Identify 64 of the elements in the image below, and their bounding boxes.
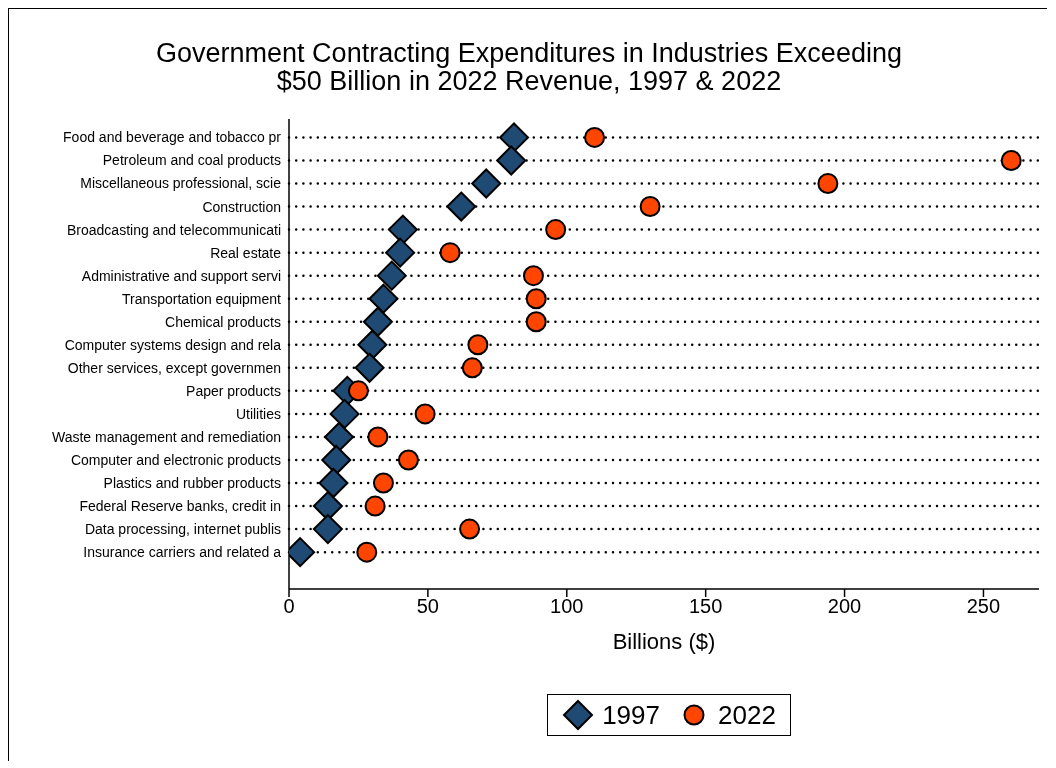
point: [362, 306, 393, 337]
point: [354, 352, 385, 383]
point: [357, 329, 388, 360]
point: [364, 495, 386, 517]
y-tick-label: Broadcasting and telecommunicati: [66, 221, 281, 238]
x-axis-title: Billions ($): [612, 629, 716, 654]
y-tick-label: Utilities: [235, 405, 281, 422]
point: [372, 472, 394, 494]
point: [368, 283, 399, 314]
y-tick-label: Computer and electronic products: [70, 451, 281, 468]
point: [324, 421, 354, 452]
y-tick-label: Computer systems design and rela: [64, 336, 282, 353]
legend-label: 1997: [602, 699, 660, 731]
y-tick-label: Administrative and support servi: [81, 267, 281, 284]
y-tick-label: Food and beverage and tobacco pr: [63, 129, 282, 146]
y-tick-label: Miscellaneous professional, scie: [80, 175, 282, 192]
point: [397, 449, 419, 471]
y-tick-label: Petroleum and coal products: [102, 152, 281, 169]
point: [329, 398, 360, 429]
y-tick-label: Plastics and rubber products: [103, 474, 281, 491]
point: [496, 145, 527, 176]
x-tick-label: 100: [550, 595, 584, 618]
point: [321, 444, 352, 475]
point: [1000, 149, 1022, 171]
x-tick-label: 0: [283, 595, 295, 618]
point: [817, 173, 839, 195]
y-tick-label: Real estate: [210, 244, 282, 261]
y-tick-label: Insurance carriers and related a: [83, 544, 282, 561]
point: [446, 191, 477, 222]
point: [467, 334, 489, 356]
point: [376, 260, 407, 291]
y-tick-label: Other services, except governmen: [67, 359, 281, 376]
point: [347, 380, 369, 402]
point: [584, 126, 606, 148]
point: [639, 196, 661, 218]
y-tick-label: Construction: [202, 198, 281, 215]
x-tick-label: 50: [416, 595, 440, 618]
x-tick-label: 150: [688, 595, 723, 618]
y-tick-label: Chemical products: [165, 313, 281, 330]
point: [367, 426, 389, 448]
point: [387, 214, 418, 245]
point: [459, 518, 481, 540]
point: [545, 219, 567, 241]
point: [356, 541, 378, 563]
x-tick-label: 250: [966, 595, 1001, 618]
y-tick-label: Data processing, internet publis: [84, 521, 281, 538]
point: [312, 514, 343, 545]
point: [471, 168, 502, 199]
y-tick-label: Federal Reserve banks, credit in: [79, 498, 281, 515]
point: [385, 237, 416, 268]
point: [439, 242, 461, 264]
chart-title: Government Contracting Expenditures in Industries Exceeding $50 Billion in 2022 Revenue, 1997 & 2022: [155, 38, 903, 96]
point: [461, 357, 483, 379]
x-tick-label: 200: [827, 595, 862, 618]
y-tick-label: Paper products: [186, 382, 281, 399]
point: [525, 311, 547, 333]
y-tick-label: Transportation equipment: [121, 290, 282, 307]
point: [414, 403, 436, 425]
point: [499, 122, 529, 153]
point: [525, 288, 547, 310]
point: [318, 468, 349, 499]
point: [522, 265, 544, 287]
y-tick-label: Waste management and remediation: [51, 428, 281, 445]
legend-label: 2022: [718, 699, 776, 731]
